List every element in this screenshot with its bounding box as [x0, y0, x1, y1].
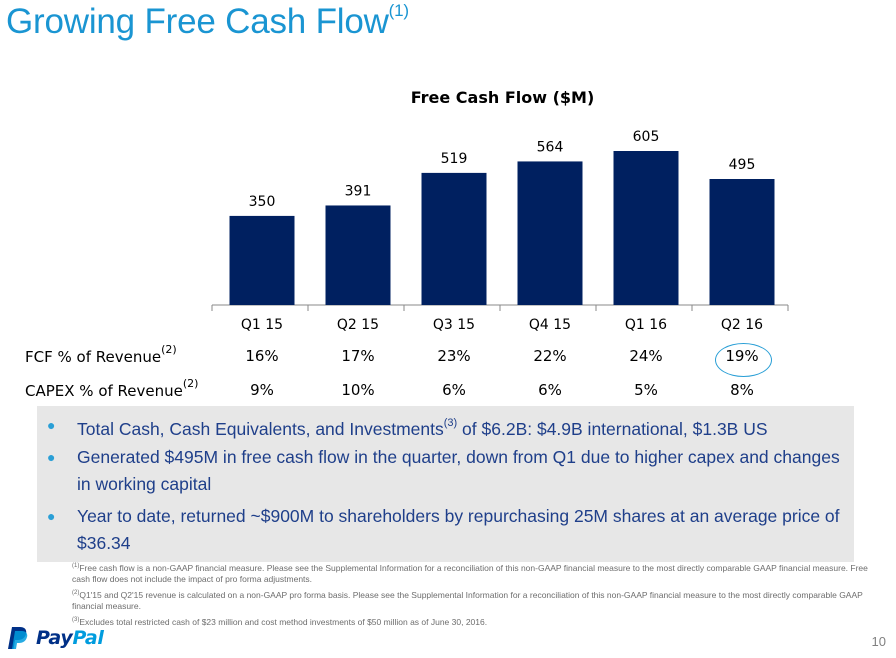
data-label: 605: [633, 129, 660, 145]
bar-q2-15: [325, 205, 391, 305]
bullet-text: Year to date, returned ~$900M to shareho…: [77, 506, 840, 526]
data-label: 391: [345, 183, 372, 199]
wordmark-pal: Pal: [72, 627, 104, 649]
footnote-text: Q1'15 and Q2'15 revenue is calculated on…: [72, 589, 863, 611]
metric-value: 24%: [629, 347, 663, 365]
bar-q3-15: [421, 172, 487, 305]
bullet-text: of $6.2B: $4.9B international, $1.3B US: [457, 418, 768, 439]
metric-value: 23%: [437, 347, 471, 365]
bullet-item: ● Year to date, returned ~$900M to share…: [47, 503, 847, 557]
bullet-text: $36.34: [77, 533, 131, 553]
footnote-3: (3)Excludes total restricted cash of $23…: [72, 615, 872, 628]
fcf-pct-label-text: FCF % of Revenue: [25, 348, 162, 366]
footnote-2: (2)Q1'15 and Q2'15 revenue is calculated…: [72, 588, 872, 612]
footnote-marker: (1): [72, 563, 80, 569]
footnote-marker: (3): [72, 616, 80, 623]
chart-title: Free Cash Flow ($M): [410, 88, 595, 107]
key-points-box: ● Total Cash, Cash Equivalents, and Inve…: [37, 406, 854, 562]
fcf-bar-chart: 350 391 519 564 605 495: [211, 129, 789, 311]
bar-q1-16: [613, 151, 679, 305]
bar-q4-15: [517, 161, 583, 305]
metric-value: 22%: [533, 347, 567, 365]
data-label: 350: [249, 194, 276, 210]
paypal-p-icon: [8, 627, 28, 649]
capex-pct-revenue-label: CAPEX % of Revenue(2): [25, 377, 199, 400]
bullet-dot-icon: ●: [47, 508, 56, 524]
highlight-circle: [715, 343, 772, 377]
metric-value: 9%: [250, 381, 274, 399]
data-label: 495: [729, 157, 756, 173]
metric-value: 6%: [442, 381, 466, 399]
bullet-text: Generated $495M in free cash flow in the…: [77, 447, 840, 467]
bar-q1-15: [229, 215, 295, 305]
footnote-1: (1)Free cash flow is a non-GAAP financia…: [72, 561, 872, 585]
category-label: Q3 15: [432, 317, 476, 333]
footnote-text: Excludes total restricted cash of $23 mi…: [79, 616, 488, 627]
capex-pct-footnote-marker: (2): [182, 377, 199, 390]
bullet-text: Total Cash, Cash Equivalents, and Invest…: [77, 418, 444, 439]
data-label: 519: [441, 151, 468, 167]
fcf-pct-footnote-marker: (2): [161, 343, 177, 356]
metric-value: 16%: [245, 347, 279, 365]
title-footnote-marker: (1): [388, 1, 409, 21]
category-label: Q2 15: [336, 317, 380, 333]
bullet-item: ● Generated $495M in free cash flow in t…: [47, 444, 847, 498]
paypal-logo: PayPal: [6, 626, 104, 650]
slide-title: Growing Free Cash Flow(1): [6, 1, 409, 42]
metric-value: 5%: [634, 381, 658, 399]
bullet-text: in working capital: [77, 474, 212, 494]
fcf-pct-revenue-label: FCF % of Revenue(2): [25, 343, 177, 366]
category-label: Q2 16: [720, 317, 764, 333]
metric-value: 6%: [538, 381, 562, 399]
data-label: 564: [537, 139, 564, 155]
bullet-footnote-marker: (3): [443, 417, 458, 429]
footnotes: (1)Free cash flow is a non-GAAP financia…: [72, 561, 872, 630]
footnote-text: Free cash flow is a non-GAAP financial m…: [72, 562, 868, 584]
category-label: Q1 16: [624, 317, 668, 333]
metric-value: 10%: [341, 381, 375, 399]
bullet-item: ● Total Cash, Cash Equivalents, and Inve…: [47, 412, 847, 443]
wordmark-pay: Pay: [36, 627, 73, 649]
slide-title-text: Growing Free Cash Flow: [6, 2, 389, 41]
bullet-dot-icon: ●: [47, 449, 56, 465]
capex-pct-label-text: CAPEX % of Revenue: [25, 382, 183, 400]
footnote-marker: (2): [72, 589, 80, 596]
paypal-wordmark: PayPal: [36, 627, 104, 649]
metric-value: 8%: [730, 381, 754, 399]
page-number: 10: [871, 634, 886, 649]
metric-value: 17%: [341, 347, 375, 365]
category-label: Q1 15: [240, 317, 284, 333]
category-label: Q4 15: [528, 317, 572, 333]
bar-q2-16: [709, 179, 775, 305]
bullet-dot-icon: ●: [47, 417, 56, 433]
